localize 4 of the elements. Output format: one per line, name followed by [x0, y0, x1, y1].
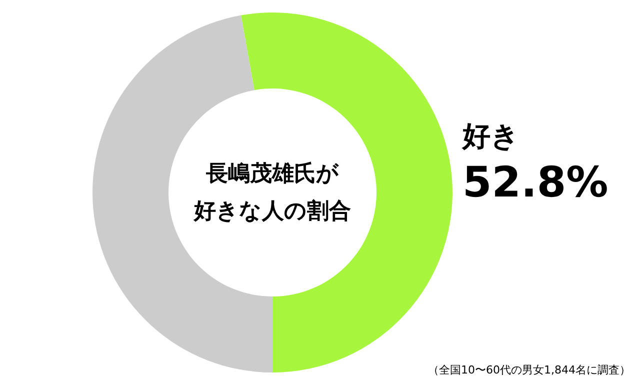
text: 長嶋茂雄氏が好きな人の割合: [193, 161, 351, 224]
slice-label: 好き: [462, 120, 520, 152]
text: （全国10〜60代の男女1,844名に調査）: [428, 364, 631, 376]
data-label: 52.8%: [462, 158, 608, 206]
